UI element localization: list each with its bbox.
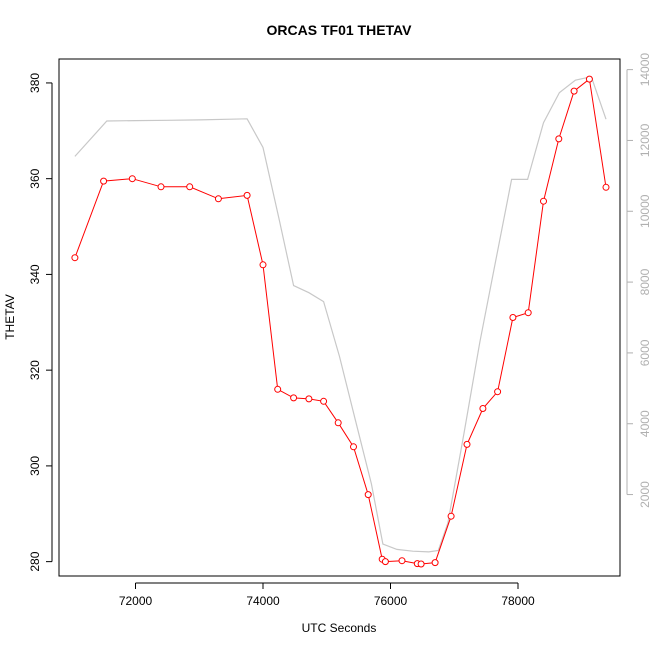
- data-point: [364, 491, 372, 499]
- data-point: [555, 135, 563, 143]
- y-tick-label-right: 2000: [638, 481, 650, 508]
- data-point: [494, 388, 502, 396]
- data-point: [274, 385, 282, 393]
- y-axis-right: 2000 4000 6000 8000 10000 12000 14000: [626, 53, 650, 508]
- data-point: [320, 397, 328, 405]
- x-tick-label: 72000: [119, 594, 153, 608]
- y-tick-label-left: 320: [28, 360, 42, 380]
- data-point: [509, 314, 517, 321]
- data-point: [431, 559, 439, 567]
- data-point: [243, 191, 251, 199]
- x-axis-label: UTC Seconds: [302, 621, 377, 635]
- data-point: [290, 394, 298, 402]
- data-point: [100, 177, 108, 185]
- data-point: [602, 183, 610, 191]
- y-tick-label-right: 6000: [638, 339, 650, 366]
- data-point: [305, 395, 313, 403]
- y-tick-label-right: 4000: [638, 410, 650, 437]
- y-axis-label: THETAV: [3, 294, 17, 340]
- y-tick-label-left: 280: [28, 551, 42, 571]
- chart-title: ORCAS TF01 THETAV: [267, 22, 413, 38]
- y-tick-label-left: 340: [28, 264, 42, 284]
- data-point: [447, 512, 455, 520]
- data-point: [350, 443, 357, 451]
- y-tick-label-right: 12000: [638, 123, 650, 157]
- y-axis-left: 280 300 320 340 360 380: [28, 73, 53, 572]
- data-point: [417, 560, 425, 568]
- y-tick-label-right: 14000: [638, 53, 650, 87]
- data-point: [570, 87, 578, 95]
- data-point: [71, 254, 79, 262]
- y-tick-label-right: 8000: [638, 268, 650, 295]
- x-tick-label: 76000: [374, 594, 408, 608]
- data-point: [128, 175, 136, 183]
- x-tick-label: 74000: [246, 594, 280, 608]
- data-point: [381, 558, 389, 566]
- data-point: [259, 261, 267, 269]
- data-point: [157, 183, 165, 191]
- y-tick-label-left: 380: [28, 73, 42, 93]
- data-point: [463, 440, 471, 448]
- plot-frame: [58, 58, 621, 577]
- data-point: [479, 405, 487, 412]
- y-tick-label-left: 300: [28, 456, 42, 476]
- data-point: [398, 557, 406, 565]
- y-tick-label-right: 10000: [638, 194, 650, 228]
- data-point: [585, 75, 593, 83]
- x-axis: 72000 74000 76000 78000: [119, 582, 535, 608]
- series-layer: [71, 75, 610, 568]
- x-tick-label: 78000: [501, 594, 535, 608]
- data-point: [524, 309, 532, 317]
- series-line-secondary: [74, 75, 607, 553]
- y-tick-label-left: 360: [28, 168, 42, 188]
- data-point: [540, 197, 547, 205]
- data-point: [186, 183, 194, 191]
- data-point: [334, 419, 342, 427]
- data-point: [214, 195, 222, 203]
